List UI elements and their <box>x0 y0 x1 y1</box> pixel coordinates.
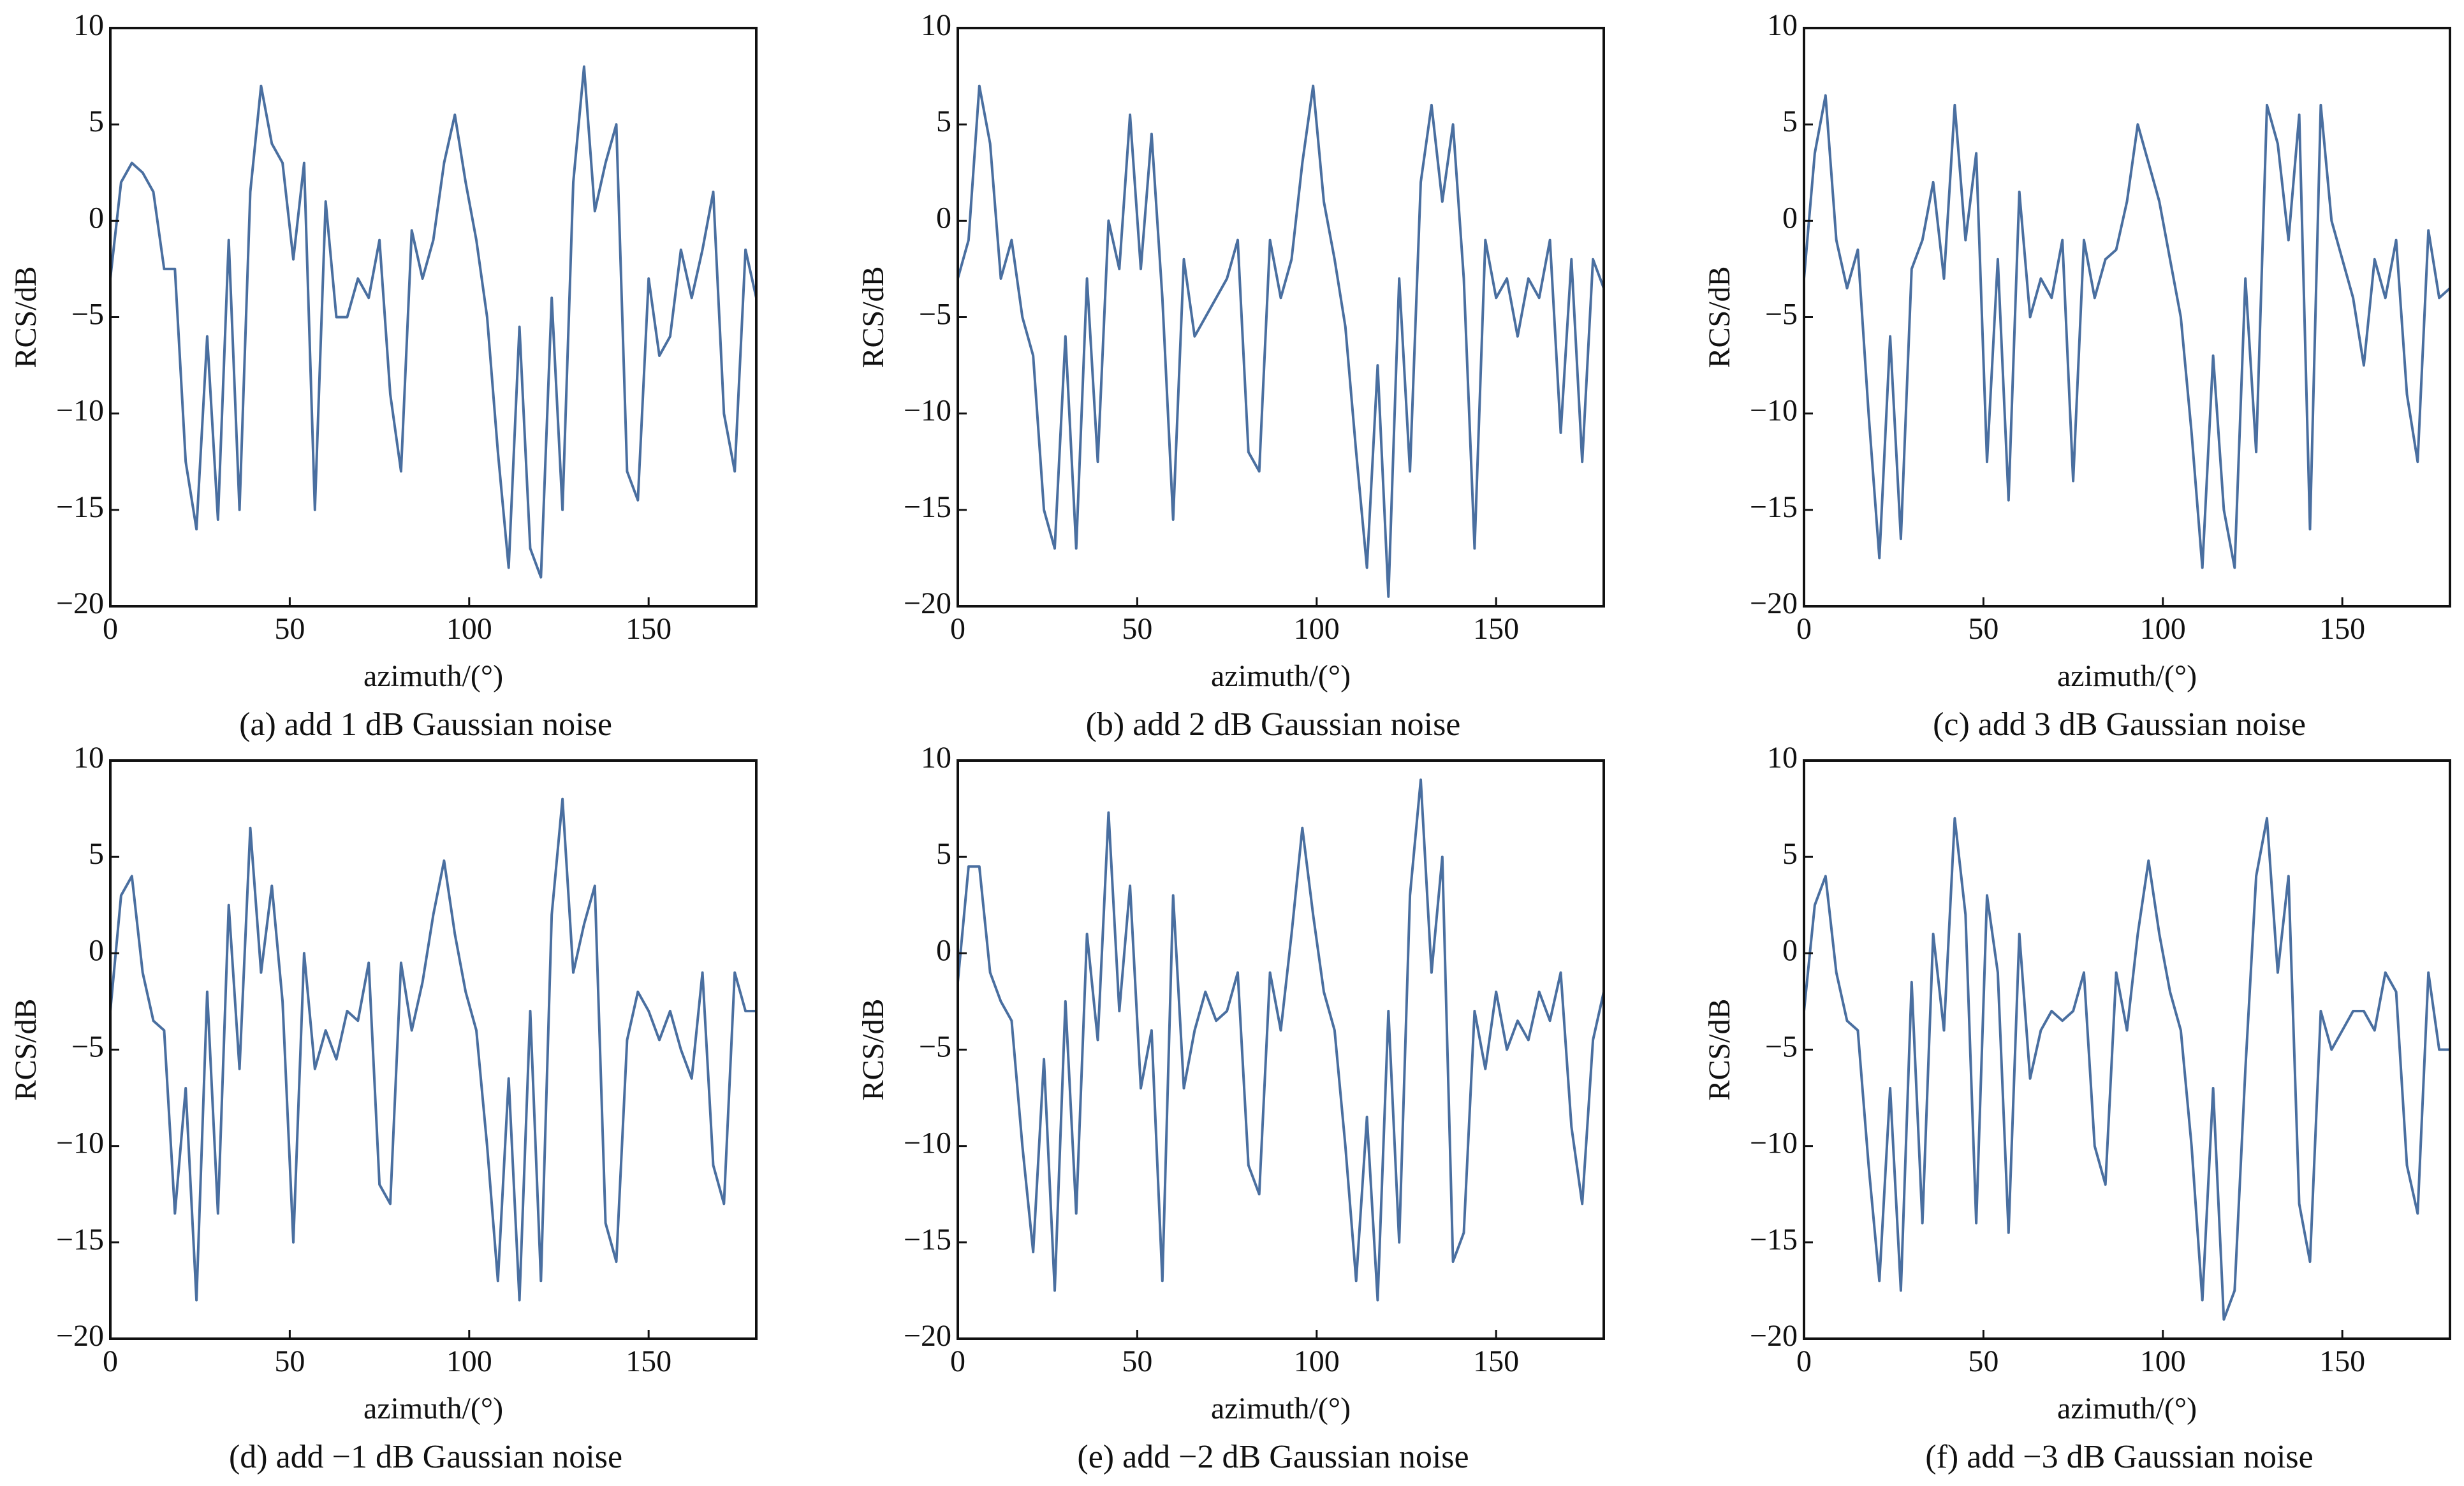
y-tick-label: −20 <box>904 586 951 620</box>
x-tick-label: 100 <box>1294 612 1340 646</box>
y-tick-label: −5 <box>919 298 951 331</box>
x-tick-label: 100 <box>446 612 492 646</box>
caption: (c) add 3 dB Gaussian noise <box>1933 706 2306 743</box>
x-axis-label: azimuth/(°) <box>363 1392 503 1425</box>
caption: (a) add 1 dB Gaussian noise <box>239 706 612 743</box>
y-tick-label: −15 <box>904 490 951 524</box>
x-tick-label: 0 <box>103 612 118 646</box>
y-tick-label: 0 <box>89 201 104 235</box>
y-axis-label: RCS/dB <box>856 266 890 368</box>
y-tick-label: −20 <box>1750 1319 1798 1353</box>
plot-frame <box>957 27 1605 608</box>
x-tick-label: 50 <box>274 1344 305 1378</box>
y-tick-label: 10 <box>73 741 104 775</box>
y-tick-label: −5 <box>1765 298 1798 331</box>
y-tick-label: 10 <box>921 741 951 775</box>
y-tick-label: 5 <box>936 105 951 138</box>
x-axis-label: azimuth/(°) <box>363 659 503 693</box>
x-tick-label: 0 <box>1796 1344 1812 1378</box>
caption: (f) add −3 dB Gaussian noise <box>1925 1439 2313 1475</box>
y-tick-label: −15 <box>904 1223 951 1257</box>
y-tick-label: 5 <box>936 837 951 871</box>
data-line <box>957 778 1605 1302</box>
x-axis-label: azimuth/(°) <box>2057 659 2197 693</box>
x-tick-label: 100 <box>1294 1344 1340 1378</box>
data-line <box>109 798 756 1302</box>
y-tick-label: −20 <box>1750 586 1798 620</box>
caption: (b) add 2 dB Gaussian noise <box>1086 706 1461 743</box>
y-tick-label: −20 <box>904 1319 951 1353</box>
x-tick-label: 150 <box>626 612 671 646</box>
y-tick-label: 10 <box>73 8 104 42</box>
data-line <box>1803 94 2451 569</box>
y-tick-label: −10 <box>1750 1126 1798 1160</box>
x-tick-label: 50 <box>1122 612 1152 646</box>
y-tick-label: 0 <box>89 933 104 967</box>
y-axis-label: RCS/dB <box>856 998 890 1100</box>
x-tick-label: 0 <box>103 1344 118 1378</box>
y-tick-label: 0 <box>936 201 951 235</box>
y-tick-label: 10 <box>1767 741 1798 775</box>
y-axis-label: RCS/dB <box>1703 266 1736 368</box>
y-tick-label: −20 <box>56 1319 104 1353</box>
y-tick-label: −15 <box>1750 1223 1798 1257</box>
x-axis-label: azimuth/(°) <box>1211 659 1351 693</box>
y-axis-label: RCS/dB <box>1703 998 1736 1100</box>
y-tick-label: −15 <box>56 1223 104 1257</box>
y-axis-label: RCS/dB <box>9 266 43 368</box>
caption: (e) add −2 dB Gaussian noise <box>1077 1439 1469 1475</box>
y-tick-label: 5 <box>89 837 104 871</box>
x-tick-label: 0 <box>1796 612 1812 646</box>
y-tick-label: 0 <box>1782 933 1798 967</box>
plot-frame <box>109 759 758 1340</box>
x-tick-label: 100 <box>2140 1344 2186 1378</box>
y-tick-label: −10 <box>56 394 104 428</box>
y-tick-label: 5 <box>1782 837 1798 871</box>
x-tick-label: 0 <box>950 1344 965 1378</box>
x-tick-label: 50 <box>1968 1344 1998 1378</box>
y-tick-label: −5 <box>1765 1030 1798 1064</box>
y-tick-label: −10 <box>904 1126 951 1160</box>
y-tick-label: −5 <box>919 1030 951 1064</box>
y-tick-label: 10 <box>921 8 951 42</box>
y-tick-label: −5 <box>71 1030 104 1064</box>
y-tick-label: −15 <box>1750 490 1798 524</box>
y-tick-label: −10 <box>904 394 951 428</box>
y-tick-label: 5 <box>1782 105 1798 138</box>
x-axis-label: azimuth/(°) <box>1211 1392 1351 1425</box>
plot-frame <box>109 27 758 608</box>
x-tick-label: 0 <box>950 612 965 646</box>
y-tick-label: −15 <box>56 490 104 524</box>
y-axis-label: RCS/dB <box>9 998 43 1100</box>
data-line <box>109 65 758 579</box>
x-tick-label: 100 <box>446 1344 492 1378</box>
y-tick-label: 0 <box>1782 201 1798 235</box>
data-line <box>1803 817 2450 1321</box>
plot-frame <box>1803 759 2451 1340</box>
x-tick-label: 150 <box>2319 1344 2365 1378</box>
x-tick-label: 150 <box>1473 612 1519 646</box>
x-tick-label: 150 <box>1473 1344 1519 1378</box>
y-tick-label: 0 <box>936 933 951 967</box>
x-tick-label: 50 <box>1122 1344 1152 1378</box>
y-tick-label: −5 <box>71 298 104 331</box>
y-tick-label: 10 <box>1767 8 1798 42</box>
x-tick-label: 150 <box>626 1344 671 1378</box>
y-tick-label: −20 <box>56 586 104 620</box>
y-tick-label: −10 <box>56 1126 104 1160</box>
y-tick-label: 5 <box>89 105 104 138</box>
x-tick-label: 50 <box>1968 612 1998 646</box>
data-line <box>957 84 1605 598</box>
x-tick-label: 50 <box>274 612 305 646</box>
y-tick-label: −10 <box>1750 394 1798 428</box>
x-axis-label: azimuth/(°) <box>2057 1392 2197 1425</box>
caption: (d) add −1 dB Gaussian noise <box>229 1439 622 1475</box>
x-tick-label: 150 <box>2319 612 2365 646</box>
x-tick-label: 100 <box>2140 612 2186 646</box>
